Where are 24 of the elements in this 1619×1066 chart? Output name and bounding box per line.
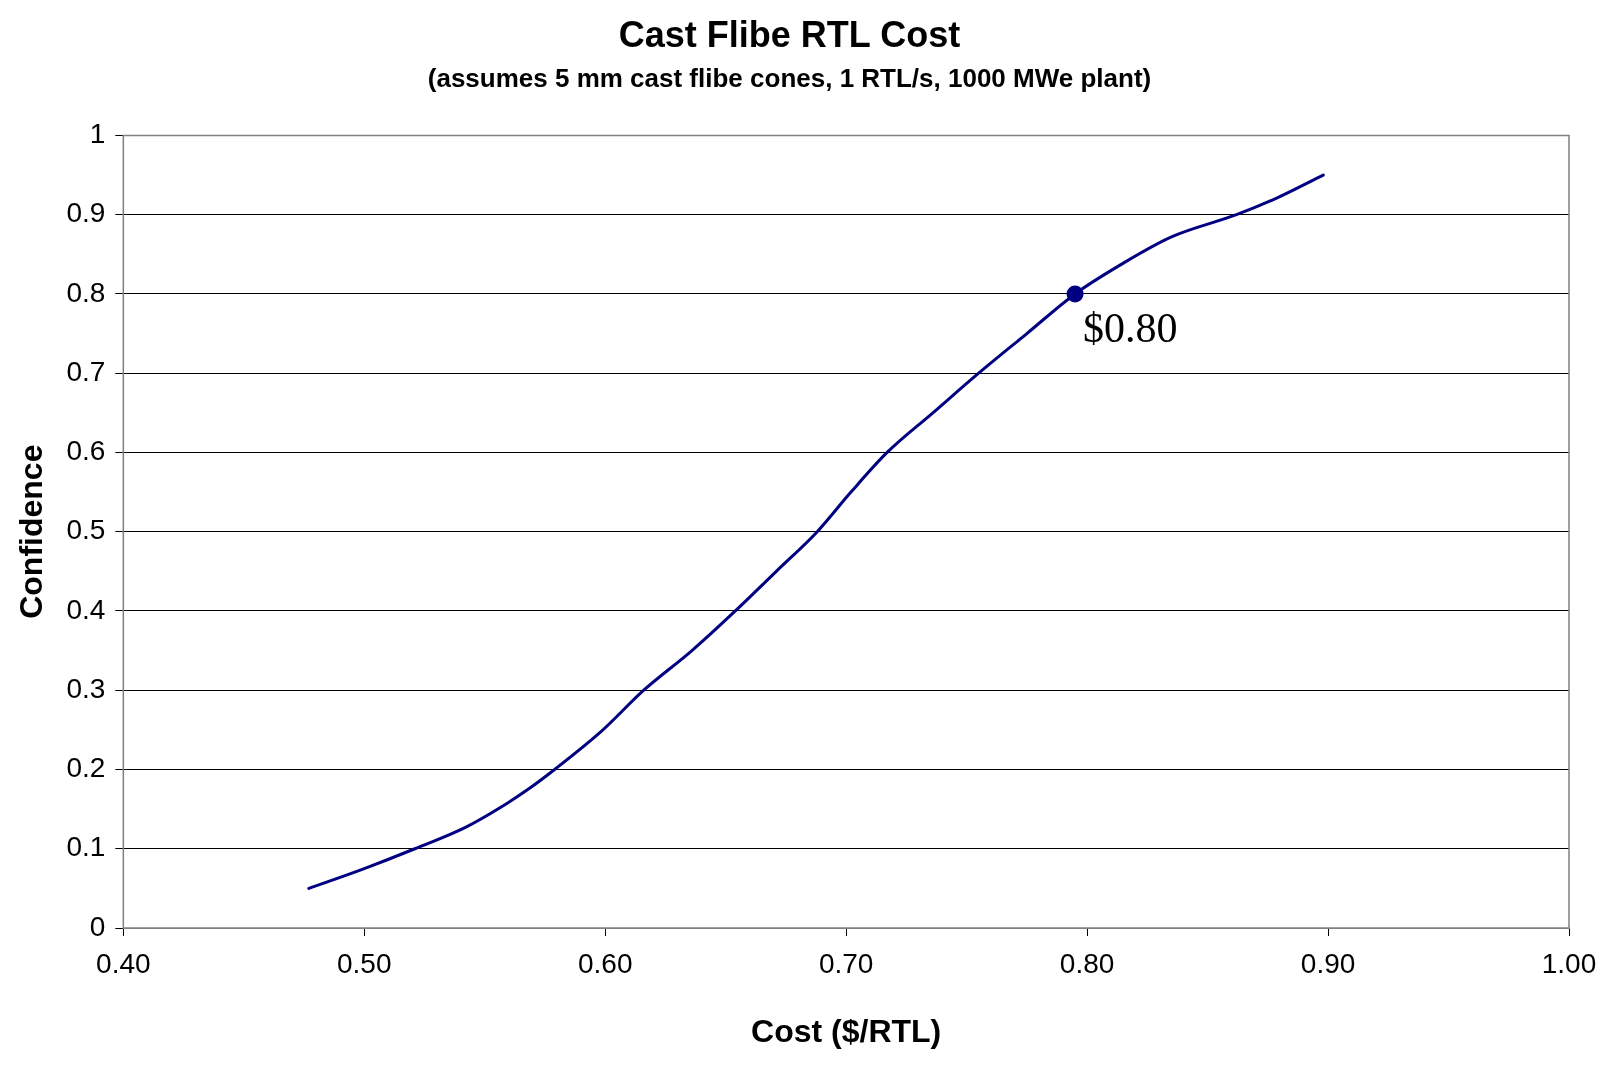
y-tick-label: 0.5 bbox=[66, 514, 106, 546]
x-tick-label: 0.60 bbox=[577, 947, 633, 979]
y-tick-label: 0.6 bbox=[66, 435, 106, 467]
x-tick-label: 1.00 bbox=[1541, 947, 1597, 979]
line-series bbox=[307, 173, 1325, 890]
x-tick-label: 0.80 bbox=[1059, 947, 1115, 979]
y-tick-label: 0.3 bbox=[66, 672, 106, 704]
x-tick-label: 0.40 bbox=[96, 947, 151, 979]
y-tick-label: 0 bbox=[89, 910, 106, 942]
y-tick-label: 1 bbox=[89, 118, 106, 150]
y-tick-label: 0.7 bbox=[66, 355, 106, 387]
x-tick-label: 0.90 bbox=[1300, 947, 1356, 979]
chart-title: Cast Flibe RTL Cost bbox=[618, 13, 961, 55]
x-axis-title: Cost ($/RTL) bbox=[751, 1012, 942, 1049]
y-tick-label: 0.8 bbox=[66, 276, 106, 308]
annotation: $0.80 bbox=[1083, 304, 1178, 351]
y-tick-label: 0.4 bbox=[66, 593, 106, 625]
y-tick-label: 0.9 bbox=[66, 197, 106, 229]
x-tick-label: 0.50 bbox=[337, 947, 392, 979]
chart-subtitle: (assumes 5 mm cast flibe cones, 1 RTL/s, 1000 MWe plant) bbox=[427, 62, 1152, 93]
x-tick-label: 0.70 bbox=[818, 947, 874, 979]
y-tick-label: 0.1 bbox=[66, 831, 106, 863]
y-tick-label: 0.2 bbox=[66, 752, 106, 784]
y-axis-title: Confidence bbox=[13, 444, 50, 619]
